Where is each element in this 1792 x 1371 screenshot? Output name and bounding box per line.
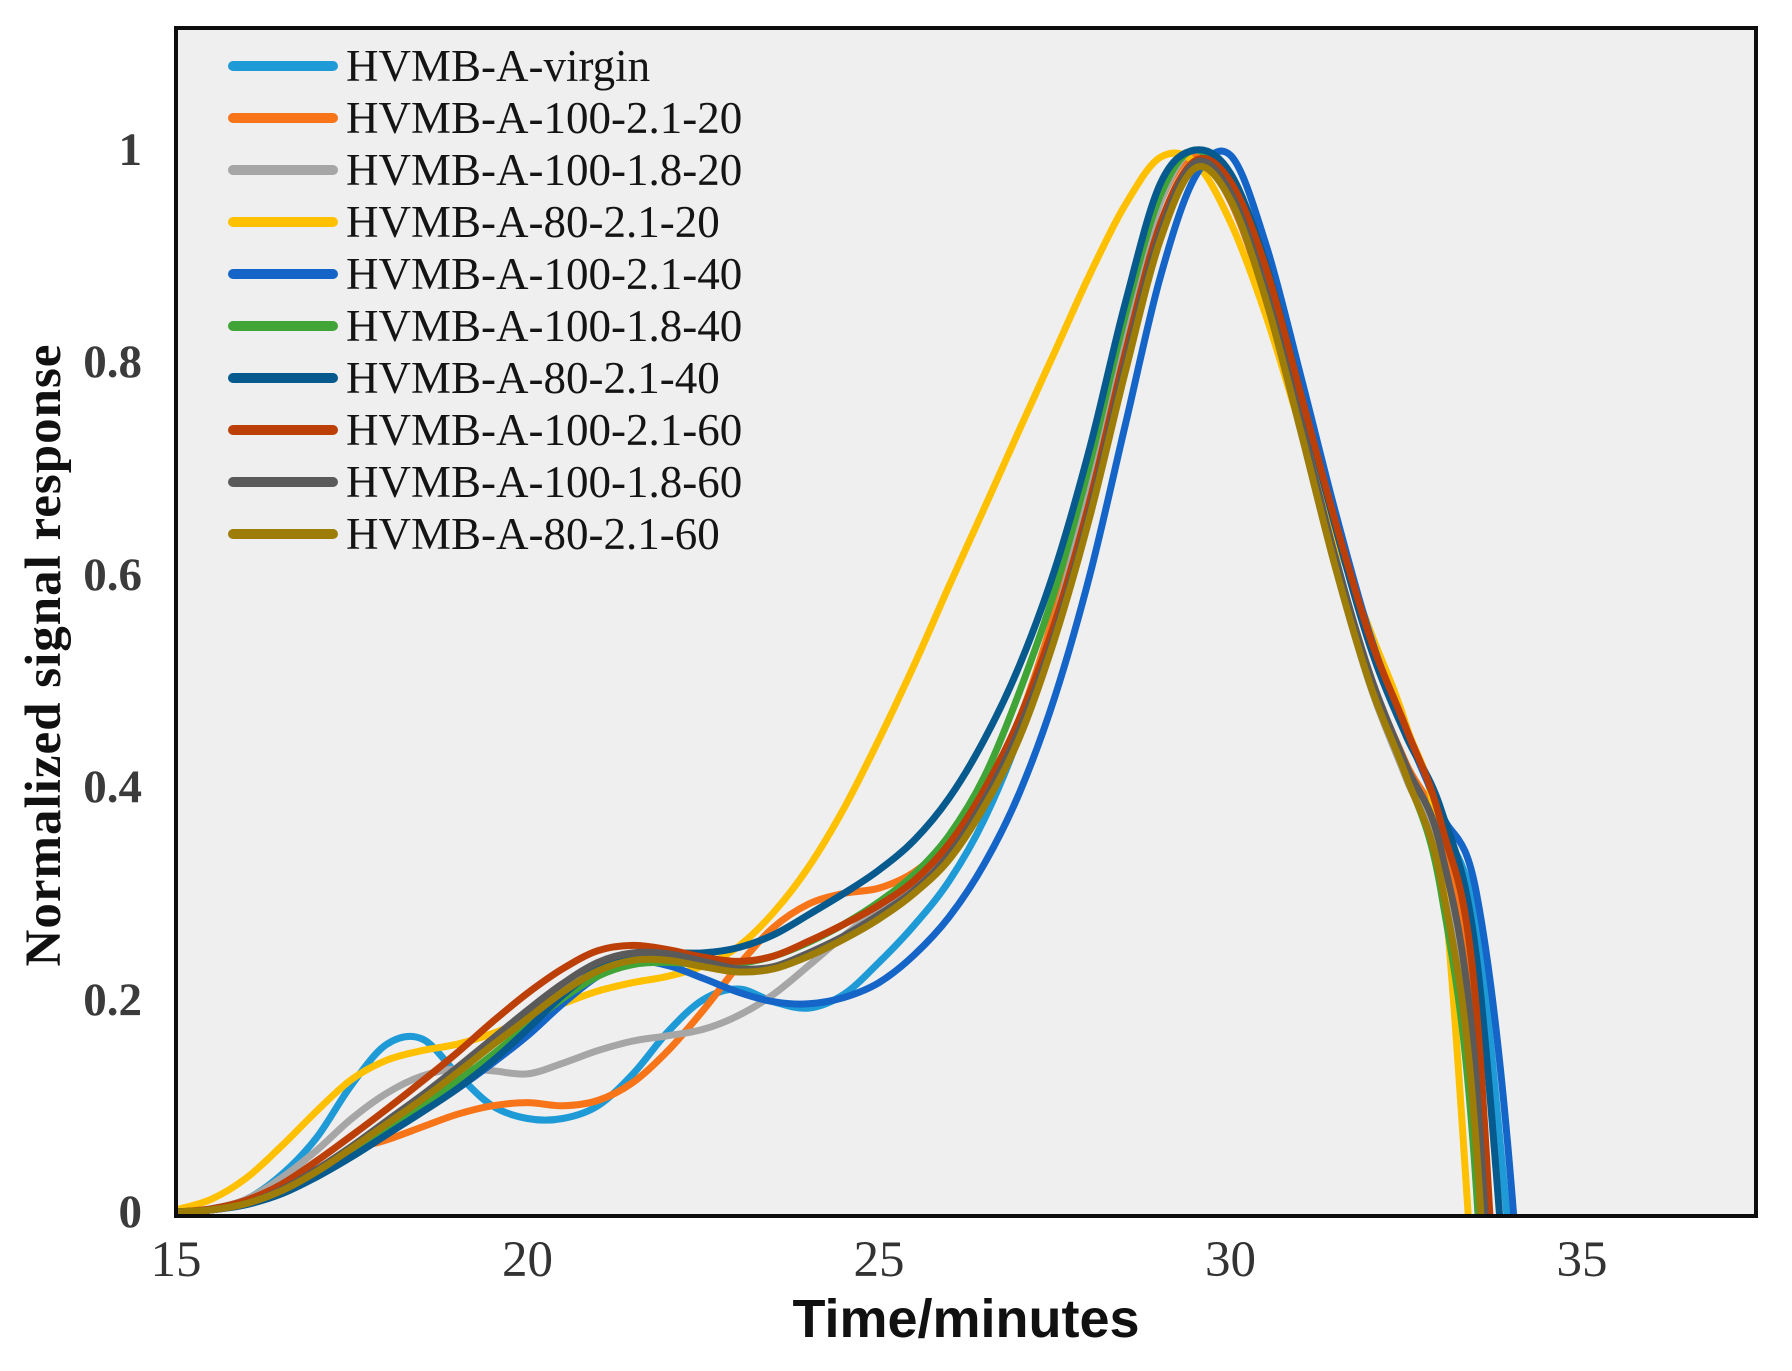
legend-swatch-line bbox=[228, 269, 338, 279]
legend-item: HVMB-A-virgin bbox=[228, 40, 742, 92]
legend-swatch-line bbox=[228, 113, 338, 123]
legend-item: HVMB-A-100-2.1-40 bbox=[228, 248, 742, 300]
plot-frame bbox=[174, 26, 1758, 1218]
legend-swatch-line bbox=[228, 217, 338, 227]
chart-legend: HVMB-A-virgin HVMB-A-100-2.1-20 HVMB-A-100… bbox=[228, 40, 742, 560]
series-line-HVMB-A-80-2.1-60 bbox=[178, 163, 1485, 1216]
legend-label: HVMB-A-100-2.1-40 bbox=[346, 249, 743, 299]
legend-label: HVMB-A-80-2.1-60 bbox=[346, 509, 720, 559]
legend-label: HVMB-A-80-2.1-40 bbox=[346, 353, 720, 403]
legend-item: HVMB-A-100-1.8-40 bbox=[228, 300, 742, 352]
legend-swatch-line bbox=[228, 425, 338, 435]
legend-item: HVMB-A-80-2.1-40 bbox=[228, 352, 742, 404]
y-tick-label: 0.4 bbox=[83, 761, 142, 814]
x-axis-title: Time/minutes bbox=[792, 1289, 1140, 1349]
legend-swatch-line bbox=[228, 477, 338, 487]
legend-item: HVMB-A-100-1.8-20 bbox=[228, 144, 742, 196]
x-tick-label: 20 bbox=[502, 1232, 553, 1288]
legend-label: HVMB-A-100-1.8-60 bbox=[346, 457, 743, 507]
y-tick-label: 0.2 bbox=[83, 973, 142, 1026]
legend-label: HVMB-A-100-1.8-40 bbox=[346, 301, 743, 351]
legend-swatch-line bbox=[228, 529, 338, 539]
legend-swatch-line bbox=[228, 373, 338, 383]
y-tick-label: 1 bbox=[118, 124, 143, 176]
legend-item: HVMB-A-100-2.1-60 bbox=[228, 404, 742, 456]
legend-item: HVMB-A-80-2.1-20 bbox=[228, 196, 742, 248]
legend-label: HVMB-A-100-2.1-20 bbox=[346, 93, 743, 143]
legend-label: HVMB-A-100-1.8-20 bbox=[346, 145, 743, 195]
y-tick-label: 0.6 bbox=[83, 548, 142, 601]
legend-swatch-line bbox=[228, 321, 338, 331]
legend-swatch-line bbox=[228, 61, 338, 71]
x-tick-label: 15 bbox=[150, 1232, 202, 1288]
y-tick-label: 0 bbox=[118, 1186, 143, 1238]
x-tick-label: 25 bbox=[853, 1232, 905, 1288]
legend-item: HVMB-A-100-1.8-60 bbox=[228, 456, 742, 508]
x-tick-label: 30 bbox=[1205, 1232, 1256, 1288]
y-axis-title: Normalized signal response bbox=[16, 343, 72, 967]
y-tick-label: 0.8 bbox=[83, 336, 142, 389]
legend-label: HVMB-A-virgin bbox=[346, 41, 651, 91]
legend-item: HVMB-A-100-2.1-20 bbox=[228, 92, 742, 144]
legend-label: HVMB-A-80-2.1-20 bbox=[346, 197, 720, 247]
legend-label: HVMB-A-100-2.1-60 bbox=[346, 405, 743, 455]
series-line-HVMB-A-100-2.1-60 bbox=[178, 154, 1494, 1216]
legend-item: HVMB-A-80-2.1-60 bbox=[228, 508, 742, 560]
x-tick-label: 35 bbox=[1556, 1232, 1608, 1288]
legend-swatch-line bbox=[228, 165, 338, 175]
